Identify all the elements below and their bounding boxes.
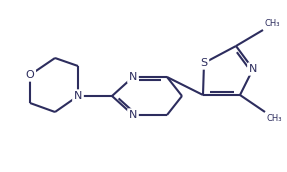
Text: N: N — [129, 72, 137, 82]
Text: O: O — [26, 70, 34, 80]
Text: CH₃: CH₃ — [265, 19, 280, 28]
Text: N: N — [74, 91, 82, 101]
Text: N: N — [249, 64, 257, 74]
Text: S: S — [200, 58, 208, 68]
Text: N: N — [129, 110, 137, 120]
Text: CH₃: CH₃ — [267, 114, 282, 123]
